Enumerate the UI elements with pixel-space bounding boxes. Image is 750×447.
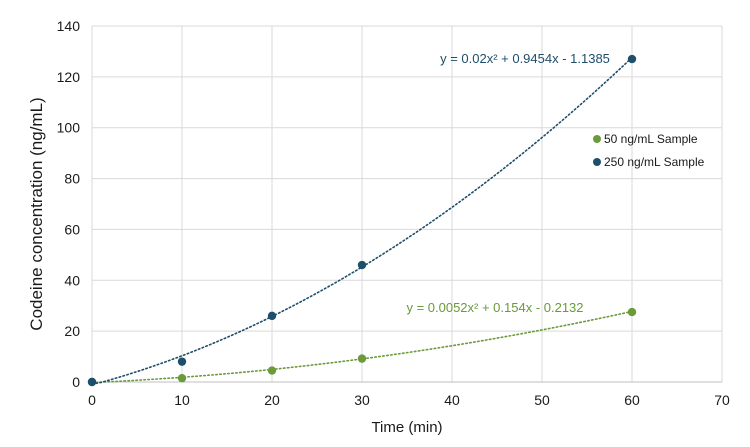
x-tick-label: 0	[88, 392, 96, 408]
x-tick-label: 60	[624, 392, 640, 408]
x-tick-label: 50	[534, 392, 550, 408]
y-tick-label: 100	[57, 120, 81, 136]
y-tick-label: 40	[64, 272, 80, 288]
data-points	[87, 54, 637, 387]
data-point	[267, 366, 277, 375]
x-tick-label: 70	[714, 392, 730, 408]
legend: 50 ng/mL Sample 250 ng/mL Sample	[593, 132, 705, 169]
y-tick-label: 120	[57, 69, 81, 85]
trendline-equation-0: y = 0.0052x² + 0.154x - 0.2132	[406, 300, 583, 315]
x-axis-title: Time (min)	[371, 419, 442, 436]
trendline-equation-1: y = 0.02x² + 0.9454x - 1.1385	[440, 51, 610, 66]
data-point	[177, 357, 187, 366]
data-point	[627, 307, 637, 317]
legend-marker	[593, 158, 601, 166]
data-point	[627, 54, 637, 64]
trendline-equations: y = 0.0052x² + 0.154x - 0.2132 y = 0.02x²…	[406, 51, 609, 315]
gridlines	[91, 25, 723, 383]
data-point	[357, 354, 367, 363]
x-tick-label: 10	[174, 392, 190, 408]
y-tick-label: 0	[72, 374, 80, 390]
y-axis-title: Codeine concentration (ng/mL)	[27, 97, 46, 330]
data-point	[177, 373, 187, 383]
legend-marker	[593, 135, 601, 143]
data-point	[267, 311, 277, 321]
x-tick-label: 40	[444, 392, 460, 408]
data-point	[87, 377, 97, 387]
x-tick-label: 30	[354, 392, 370, 408]
x-tick-label: 20	[264, 392, 280, 408]
legend-label: 50 ng/mL Sample	[604, 132, 698, 146]
y-tick-label: 60	[64, 221, 80, 237]
y-tick-label: 140	[57, 18, 81, 34]
y-tick-label: 20	[64, 323, 80, 339]
y-tick-label: 80	[64, 171, 80, 187]
axes: 0 10 20 30 40 50 60 70 0 20 40 60 80 100 120 140	[57, 18, 730, 408]
data-point	[357, 260, 367, 270]
legend-label: 250 ng/mL Sample	[604, 155, 705, 169]
